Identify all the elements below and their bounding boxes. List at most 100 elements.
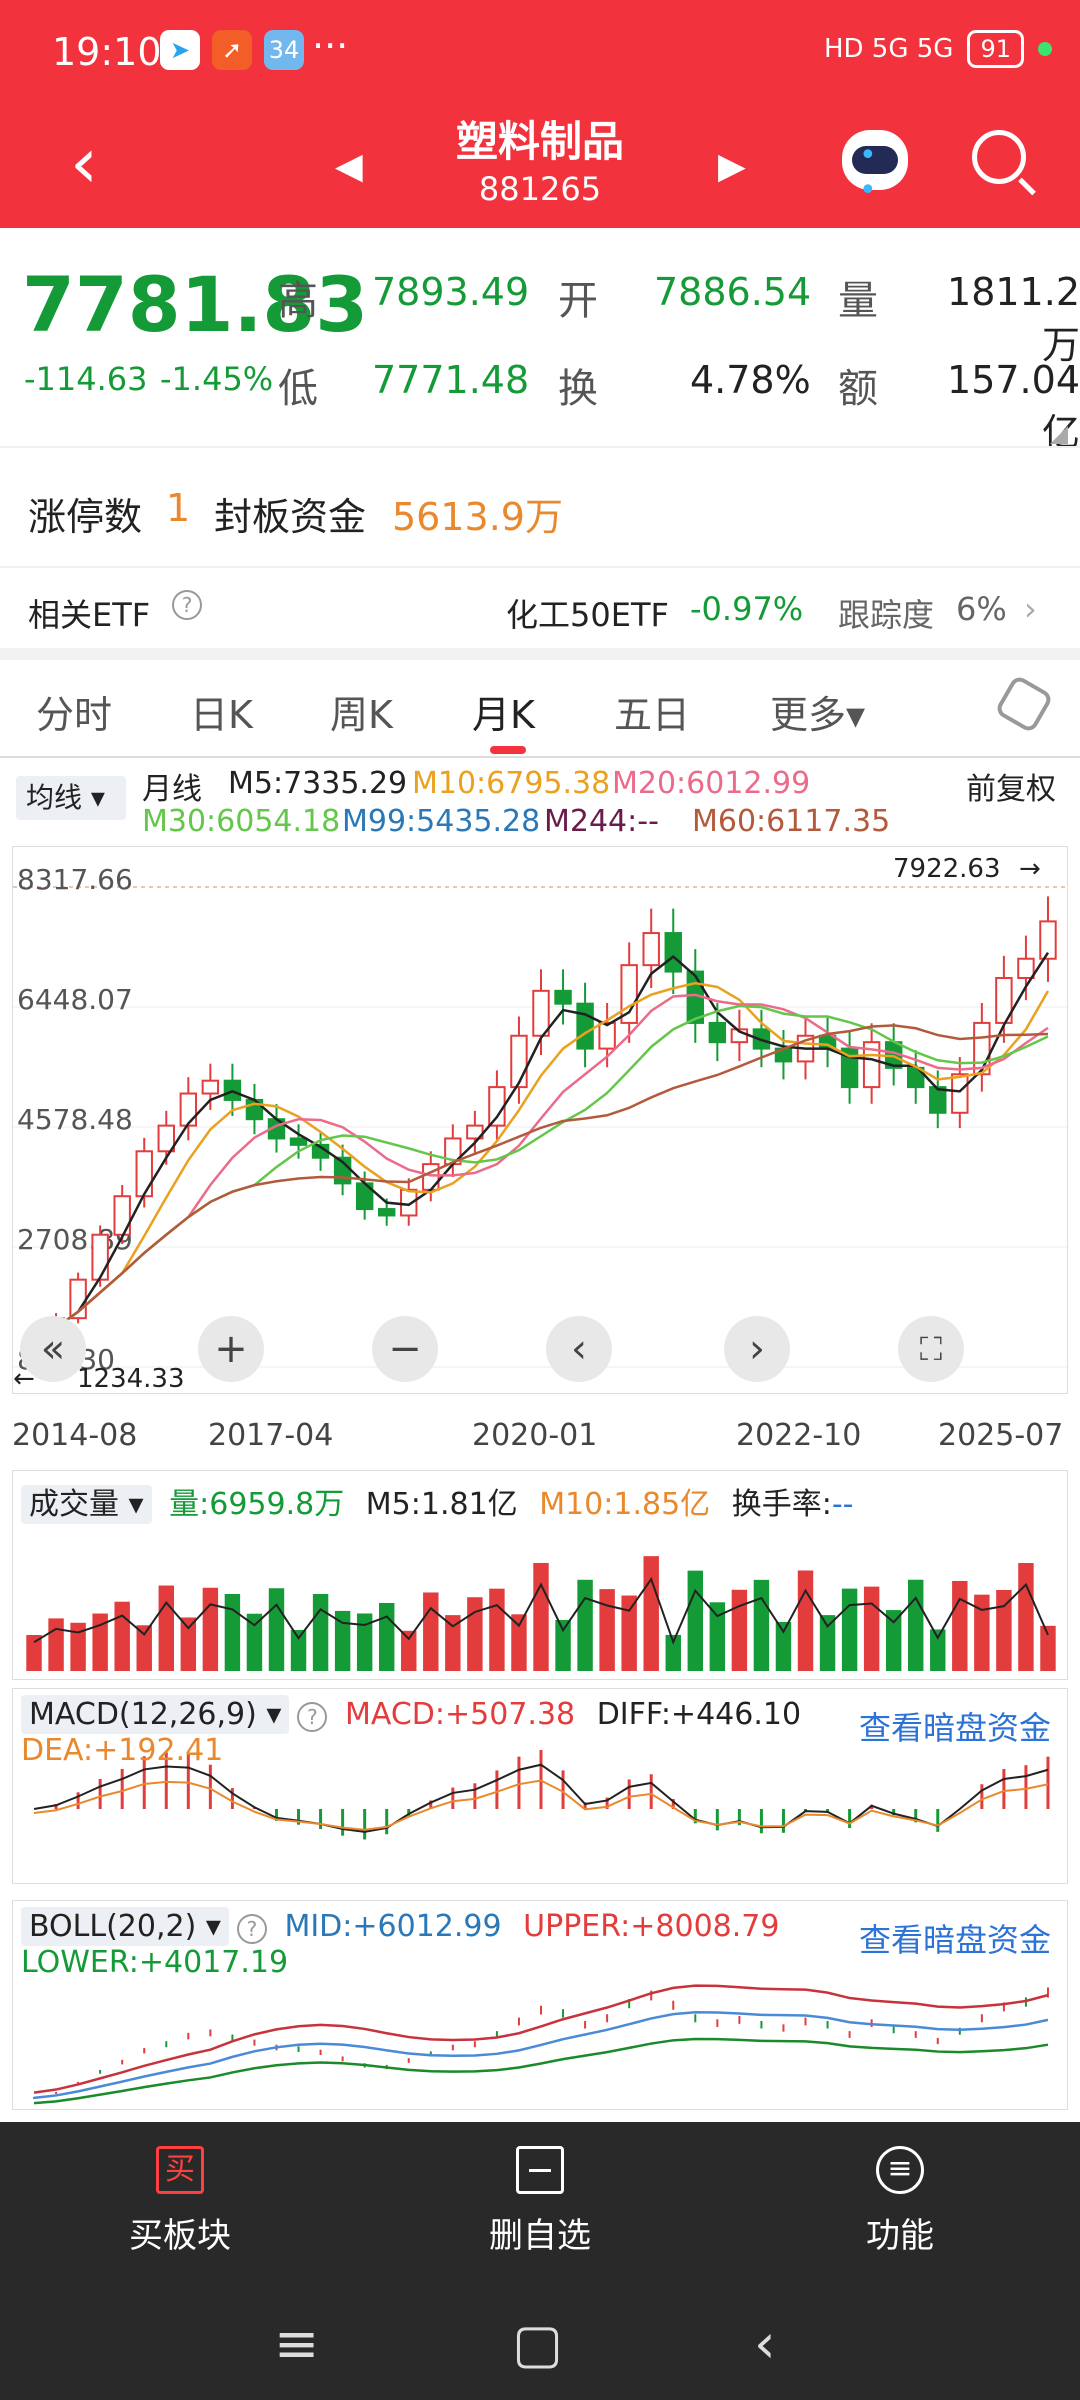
- x-axis: 2014-08 2017-04 2020-01 2022-10 2025-07: [0, 1394, 1080, 1460]
- diff-value: DIFF:+446.10: [596, 1697, 802, 1732]
- volume-bar: [908, 1579, 924, 1671]
- tab-daily-k[interactable]: 日K: [190, 693, 253, 737]
- m244-value: M244:--: [544, 804, 659, 839]
- tab-monthly-k[interactable]: 月K: [472, 693, 535, 737]
- candle-body: [598, 1021, 616, 1050]
- volume-bar: [202, 1587, 219, 1671]
- next-sector-icon[interactable]: ▶: [718, 146, 746, 187]
- dark-pool-link[interactable]: 查看暗盘资金: [858, 1709, 1051, 1747]
- tab-five-day[interactable]: 五日: [614, 693, 691, 737]
- privacy-dot-icon: [1038, 42, 1052, 56]
- functions-button[interactable]: ≡ 功能: [810, 2146, 990, 2257]
- volume-bar: [797, 1570, 814, 1671]
- volume-bar: [885, 1610, 902, 1671]
- candle-body: [576, 1002, 594, 1050]
- boll-lower-line: [33, 2037, 1049, 2105]
- adjust-mode[interactable]: 前复权: [966, 772, 1056, 807]
- low-value: 7771.48: [372, 358, 530, 402]
- bottom-bar: 买 买板块 删自选 ≡ 功能 ≡ ▢ ‹: [0, 2122, 1080, 2400]
- scroll-left-button[interactable]: ‹: [546, 1316, 612, 1382]
- tab-more[interactable]: 更多▾: [770, 693, 866, 737]
- min-label: 1234.33: [77, 1364, 185, 1394]
- telegram-icon: ➤: [160, 30, 200, 70]
- search-icon[interactable]: [972, 130, 1026, 184]
- limit-up-label: 涨停数: [28, 495, 143, 539]
- rewind-icon[interactable]: «: [20, 1316, 86, 1382]
- sector-code: 881265: [478, 170, 602, 208]
- turnover-rate-value: --: [831, 1487, 854, 1522]
- boll-header: BOLL(20,2) ▾? MID:+6012.99 UPPER:+8008.7…: [21, 1907, 780, 1946]
- volume-m5-line: [33, 1576, 1049, 1645]
- open-value: 7886.54: [654, 270, 812, 314]
- price-change-pct: -1.45%: [160, 360, 274, 398]
- m20-value: M20:6012.99: [612, 766, 811, 801]
- functions-label: 功能: [866, 2216, 934, 2256]
- dark-pool-link[interactable]: 查看暗盘资金: [858, 1921, 1051, 1959]
- m5-line: [33, 952, 1050, 1339]
- buy-icon: 买: [156, 2146, 204, 2194]
- volume-panel[interactable]: 成交量 ▾ 量:6959.8万 M5:1.81亿 M10:1.85亿 换手率:-…: [12, 1470, 1068, 1680]
- x-tick: 2017-04: [208, 1418, 334, 1453]
- back-icon[interactable]: ‹: [70, 122, 98, 204]
- zoom-out-button[interactable]: −: [372, 1316, 438, 1382]
- candle-body: [488, 1086, 506, 1127]
- ma-legend: 均线 ▾ 月线 M5:7335.29 M10:6795.38 M20:6012.…: [0, 758, 1080, 848]
- candle-body: [377, 1208, 396, 1217]
- weather-icon: 34: [264, 30, 304, 70]
- scroll-right-button[interactable]: ›: [724, 1316, 790, 1382]
- volume-svg: [26, 1556, 1056, 1671]
- more-notifications-icon: ···: [312, 24, 349, 68]
- x-tick: 2022-10: [736, 1418, 862, 1453]
- boll-panel[interactable]: BOLL(20,2) ▾? MID:+6012.99 UPPER:+8008.7…: [12, 1900, 1068, 2110]
- volume-bar: [1040, 1625, 1056, 1671]
- boll-type-button[interactable]: BOLL(20,2) ▾: [21, 1907, 229, 1946]
- volume-m5: M5:1.81亿: [365, 1487, 518, 1522]
- system-back-icon[interactable]: ‹: [754, 2312, 776, 2375]
- tracking-label: 跟踪度: [838, 596, 935, 634]
- previous-sector-icon[interactable]: ◀: [335, 146, 363, 187]
- y-tick-label: 4578.48: [17, 1103, 133, 1136]
- candlestick-chart[interactable]: 8317.666448.074578.482708.89839.307922.6…: [12, 846, 1069, 1395]
- macd-type-button[interactable]: MACD(12,26,9) ▾: [21, 1695, 290, 1734]
- help-icon[interactable]: ?: [297, 1702, 328, 1732]
- zoom-in-button[interactable]: +: [198, 1316, 264, 1382]
- related-etf-row[interactable]: 相关ETF ? 化工50ETF -0.97% 跟踪度 6% ›: [0, 566, 1080, 660]
- y-tick-label: 6448.07: [17, 983, 133, 1016]
- tab-weekly-k[interactable]: 周K: [330, 693, 393, 737]
- chart-settings-icon[interactable]: [993, 673, 1055, 735]
- remove-watchlist-button[interactable]: 删自选: [450, 2146, 630, 2257]
- limit-up-count: 1: [166, 486, 191, 530]
- volume-bar: [26, 1635, 42, 1671]
- ma-type-button[interactable]: 均线 ▾: [16, 776, 126, 820]
- boll-upper: UPPER:+8008.79: [523, 1909, 780, 1944]
- m20-line: [33, 993, 1049, 1339]
- help-icon[interactable]: ?: [236, 1914, 267, 1944]
- buy-sector-button[interactable]: 买 买板块: [90, 2146, 270, 2257]
- volume-bar: [467, 1597, 483, 1671]
- volume-bar: [511, 1614, 527, 1671]
- m60-line: [33, 1024, 1049, 1339]
- candle-body: [201, 1079, 220, 1095]
- dea-line: [33, 1779, 1049, 1831]
- volume-bar: [401, 1630, 417, 1671]
- volume-bar: [114, 1601, 130, 1671]
- boll-upper-line: [33, 1984, 1049, 2094]
- volume-bar: [775, 1621, 792, 1671]
- macd-header: MACD(12,26,9) ▾? MACD:+507.38 DIFF:+446.…: [21, 1695, 802, 1734]
- home-icon[interactable]: ▢: [512, 2312, 564, 2375]
- volume-bar: [312, 1593, 329, 1671]
- ai-assistant-icon[interactable]: [842, 130, 908, 208]
- tab-intraday[interactable]: 分时: [36, 693, 113, 737]
- fullscreen-icon[interactable]: ⛶: [898, 1316, 964, 1382]
- price-change: -114.63: [24, 360, 148, 398]
- current-price: 7781.83: [22, 260, 369, 349]
- candle-body: [951, 1073, 969, 1114]
- expand-quote-icon[interactable]: [1050, 426, 1068, 444]
- help-icon[interactable]: ?: [172, 590, 202, 620]
- macd-panel[interactable]: MACD(12,26,9) ▾? MACD:+507.38 DIFF:+446.…: [12, 1688, 1068, 1884]
- ma-period: 月线: [142, 772, 202, 807]
- recent-apps-icon[interactable]: ≡: [274, 2312, 320, 2375]
- volume-type-button[interactable]: 成交量 ▾: [21, 1485, 152, 1524]
- macd-svg: [33, 1749, 1050, 1840]
- candlestick-svg[interactable]: 8317.666448.074578.482708.89839.307922.6…: [13, 847, 1069, 1395]
